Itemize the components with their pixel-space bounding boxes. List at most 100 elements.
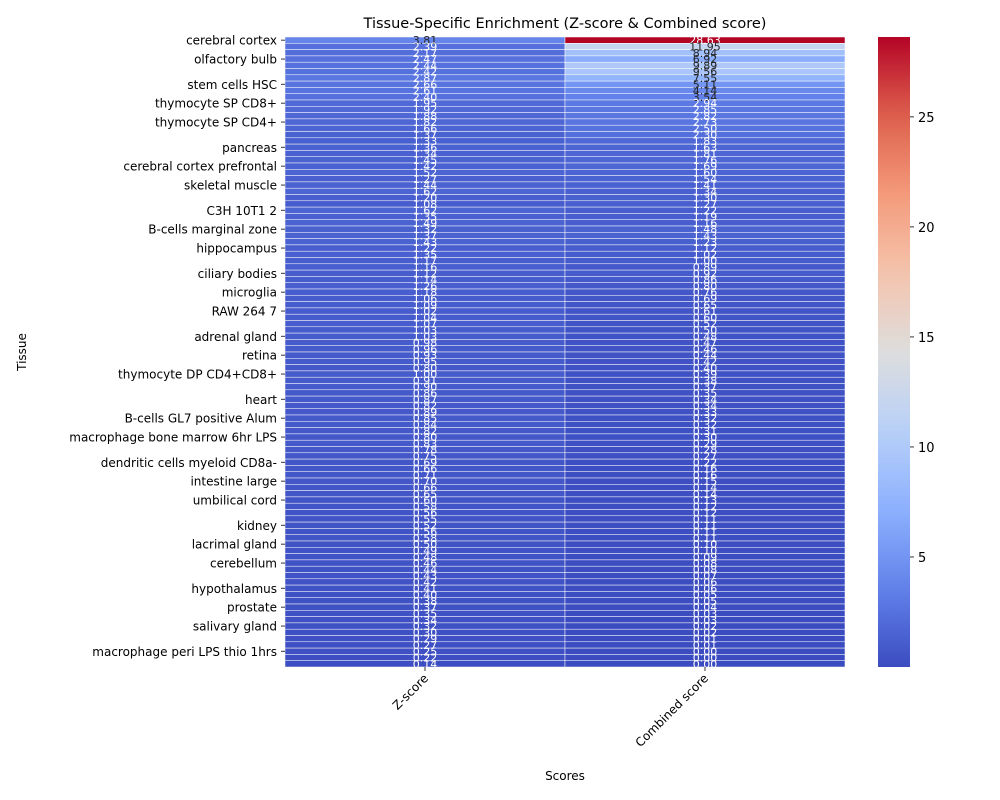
cell-value-label: 0.50 — [693, 324, 718, 337]
x-axis: Z-score Combined score — [390, 667, 711, 750]
y-tick-label: lacrimal gland — [192, 538, 277, 552]
cell-value-label: 0.80 — [693, 280, 718, 293]
y-tick-label: skeletal muscle — [184, 179, 277, 193]
cell-value-label: 1.22 — [693, 204, 718, 217]
colorbar-tick-label: 5 — [918, 551, 926, 566]
y-tick-label: olfactory bulb — [194, 53, 277, 67]
cell-value-label: 0.89 — [693, 261, 718, 274]
cell-value-label: 0.25 — [413, 645, 438, 658]
cell-value-label: 0.56 — [413, 526, 438, 539]
cell-value-label: 0.30 — [413, 626, 438, 639]
cell-value-label: 1.42 — [413, 160, 438, 173]
cell-value-label: 0.78 — [413, 444, 438, 457]
cell-value-label: 0.12 — [693, 507, 718, 520]
cell-value-label: 0.92 — [693, 267, 718, 280]
x-tick-label: Z-score — [390, 671, 431, 712]
cell-value-label: 0.84 — [413, 418, 438, 431]
cell-value-label: 2.50 — [693, 122, 718, 135]
cell-value-label: 1.08 — [413, 198, 438, 211]
cell-value-label: 1.07 — [413, 318, 438, 331]
cell-value-label: 0.76 — [693, 286, 718, 299]
cell-value-label: 0.60 — [693, 311, 718, 324]
cell-value-label: 0.55 — [413, 513, 438, 526]
cell-value-label: 1.41 — [693, 179, 718, 192]
cell-value-label: 0.56 — [413, 507, 438, 520]
cell-value-label: 0.10 — [693, 538, 718, 551]
cell-value-label: 0.01 — [693, 639, 718, 652]
cell-value-label: 0.14 — [413, 658, 438, 671]
colorbar-gradient — [878, 37, 910, 667]
cell-value-label: 1.27 — [693, 198, 718, 211]
y-tick-label: adrenal gland — [194, 330, 277, 344]
y-tick-label: ciliary bodies — [198, 267, 277, 281]
y-tick-label: prostate — [227, 601, 277, 615]
cell-value-label: 1.83 — [693, 135, 718, 148]
cell-value-label: 1.76 — [693, 154, 718, 167]
cell-value-label: 0.00 — [693, 658, 718, 671]
cell-value-label: 1.62 — [413, 204, 438, 217]
cell-value-label: 0.27 — [413, 639, 438, 652]
cell-value-label: 0.33 — [693, 406, 718, 419]
cell-value-label: 0.41 — [413, 582, 438, 595]
cell-value-label: 3.54 — [693, 91, 718, 104]
cell-value-label: 1.12 — [413, 267, 438, 280]
cell-annotations: 3.812.392.172.472.442.422.872.662.612.40… — [413, 34, 721, 671]
cell-value-label: 0.27 — [693, 450, 718, 463]
cell-value-label: 0.06 — [693, 576, 718, 589]
cell-value-label: 0.48 — [693, 330, 718, 343]
cell-value-label: 2.85 — [693, 103, 718, 116]
cell-value-label: 1.26 — [413, 280, 438, 293]
cell-value-label: 1.20 — [413, 192, 438, 205]
cell-value-label: 2.82 — [693, 110, 718, 123]
y-tick-label: cerebral cortex prefrontal — [123, 160, 277, 174]
cell-value-label: 1.43 — [413, 236, 438, 249]
chart-title: Tissue-Specific Enrichment (Z-score & Co… — [363, 16, 767, 32]
cell-value-label: 0.10 — [693, 544, 718, 557]
cell-value-label: 1.22 — [413, 242, 438, 255]
cell-value-label: 0.82 — [413, 400, 438, 413]
cell-value-label: 0.70 — [413, 475, 438, 488]
cell-value-label: 0.35 — [693, 387, 718, 400]
cell-value-label: 0.71 — [413, 469, 438, 482]
cell-value-label: 0.31 — [693, 425, 718, 438]
colorbar-tick-label: 15 — [918, 331, 935, 346]
cell-value-label: 2.44 — [413, 59, 438, 72]
cell-value-label: 0.69 — [693, 292, 718, 305]
cell-value-label: 0.07 — [693, 570, 718, 583]
cell-value-label: 0.37 — [413, 601, 438, 614]
y-tick-label: hypothalamus — [191, 582, 277, 596]
cell-value-label: 0.00 — [693, 645, 718, 658]
colorbar-tick-label: 10 — [918, 441, 935, 456]
y-tick-label: thymocyte SP CD4+ — [155, 116, 277, 130]
cell-value-label: 1.12 — [693, 242, 718, 255]
cell-value-label: 0.22 — [413, 652, 438, 665]
y-tick-label: cerebellum — [210, 557, 277, 571]
heatmap-cells — [284, 36, 846, 668]
cell-value-label: 2.94 — [693, 97, 718, 110]
cell-value-label: 1.82 — [413, 116, 438, 129]
cell-value-label: 0.83 — [413, 437, 438, 450]
cell-value-label: 1.14 — [413, 274, 438, 287]
cell-value-label: 0.90 — [413, 381, 438, 394]
cell-value-label: 2.73 — [693, 116, 718, 129]
cell-value-label: 1.35 — [413, 211, 438, 224]
cell-value-label: 2.47 — [413, 53, 438, 66]
cell-value-label: 0.30 — [693, 431, 718, 444]
cell-value-label: 0.80 — [413, 431, 438, 444]
cell-value-label: 0.22 — [693, 456, 718, 469]
cell-value-label: 1.45 — [413, 154, 438, 167]
cell-value-label: 0.50 — [413, 538, 438, 551]
cell-value-label: 0.46 — [693, 343, 718, 356]
cell-value-label: 0.14 — [693, 481, 718, 494]
cell-value-label: 0.69 — [413, 456, 438, 469]
cell-value-label: 1.95 — [413, 97, 438, 110]
cell-value-label: 1.37 — [413, 129, 438, 142]
cell-value-label: 0.44 — [413, 563, 438, 576]
cell-value-label: 0.08 — [693, 563, 718, 576]
cell-value-label: 1.02 — [693, 248, 718, 261]
cell-value-label: 1.66 — [413, 122, 438, 135]
cell-value-label: 1.49 — [413, 217, 438, 230]
cell-value-label: 1.03 — [413, 330, 438, 343]
cell-value-label: 1.33 — [413, 135, 438, 148]
